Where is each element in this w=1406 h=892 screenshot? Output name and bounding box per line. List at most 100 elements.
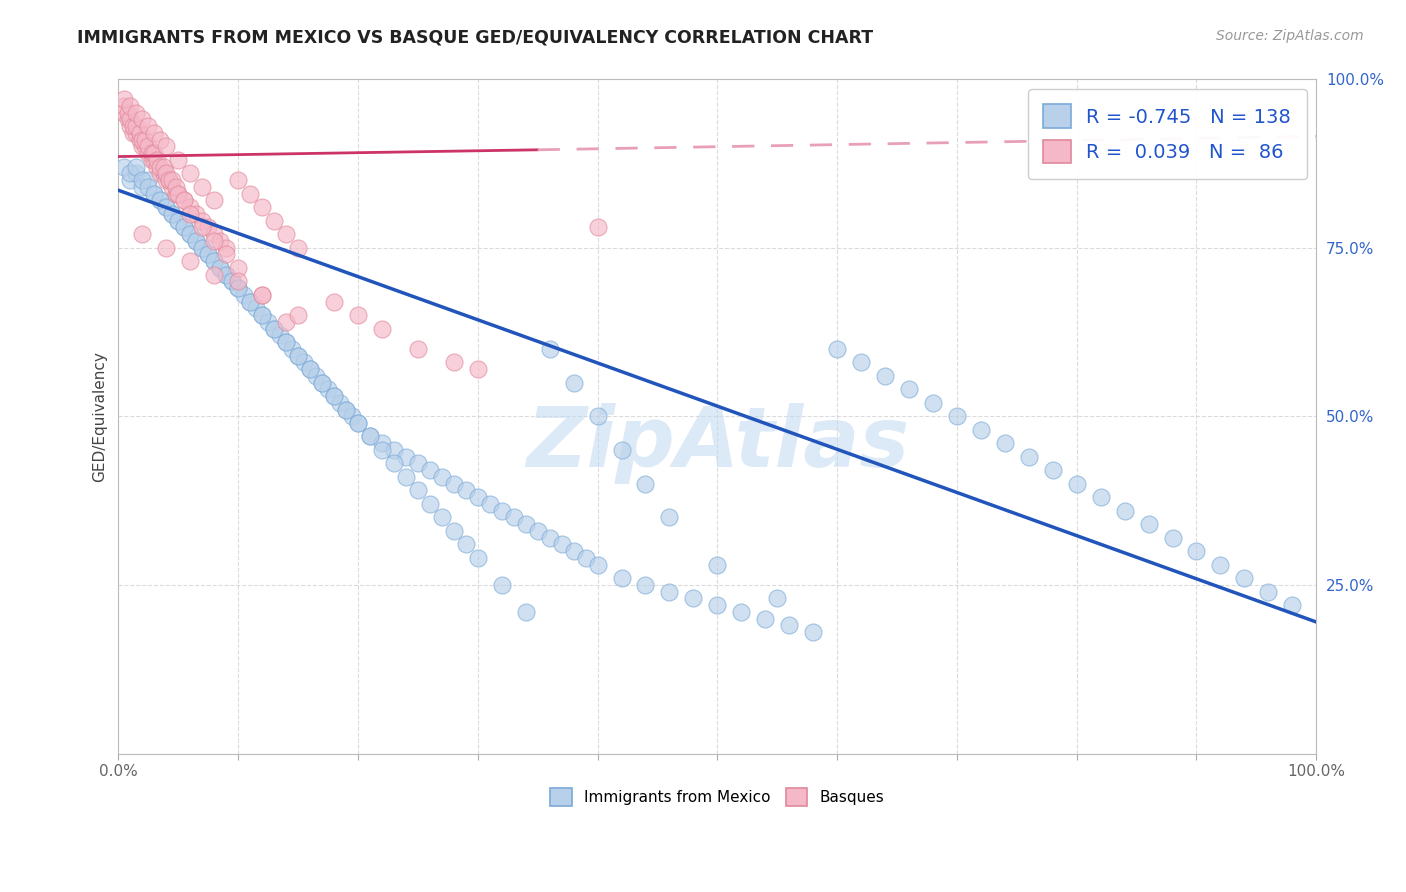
Point xyxy=(167,213,190,227)
Point xyxy=(149,194,172,208)
Point xyxy=(202,194,225,208)
Point xyxy=(134,139,156,153)
Point xyxy=(1018,450,1040,464)
Point xyxy=(197,247,219,261)
Point xyxy=(138,146,160,161)
Point xyxy=(141,153,163,167)
Point xyxy=(801,625,824,640)
Point xyxy=(215,241,238,255)
Point xyxy=(149,194,172,208)
Point xyxy=(125,105,148,120)
Point xyxy=(112,160,135,174)
Point xyxy=(311,376,333,390)
Point xyxy=(162,180,184,194)
Point xyxy=(197,220,219,235)
Point xyxy=(149,160,172,174)
Text: ZipAtlas: ZipAtlas xyxy=(526,402,908,483)
Point xyxy=(138,180,160,194)
Point xyxy=(347,416,370,430)
Point xyxy=(443,355,465,369)
Point xyxy=(1257,584,1279,599)
Point xyxy=(173,220,195,235)
Point xyxy=(316,382,339,396)
Point xyxy=(610,442,633,457)
Point xyxy=(239,294,262,309)
Point xyxy=(125,166,148,180)
Point xyxy=(299,362,322,376)
Point xyxy=(215,268,238,282)
Point xyxy=(162,207,184,221)
Point xyxy=(1066,476,1088,491)
Point xyxy=(191,213,214,227)
Point xyxy=(125,119,148,133)
Point xyxy=(1281,598,1303,612)
Point xyxy=(706,558,728,572)
Point xyxy=(165,186,187,201)
Point xyxy=(138,139,160,153)
Point xyxy=(359,429,381,443)
Point xyxy=(730,605,752,619)
Point xyxy=(141,146,163,161)
Point xyxy=(1185,544,1208,558)
Point xyxy=(155,200,177,214)
Point xyxy=(131,112,153,127)
Point xyxy=(430,510,453,524)
Point xyxy=(586,220,609,235)
Point xyxy=(167,153,190,167)
Point xyxy=(281,342,304,356)
Point xyxy=(574,550,596,565)
Point xyxy=(209,260,232,275)
Point xyxy=(825,342,848,356)
Point xyxy=(323,389,346,403)
Point xyxy=(191,241,214,255)
Point xyxy=(263,321,285,335)
Point xyxy=(167,186,190,201)
Point xyxy=(191,180,214,194)
Point xyxy=(269,328,291,343)
Point xyxy=(946,409,969,424)
Point xyxy=(766,591,789,606)
Text: IMMIGRANTS FROM MEXICO VS BASQUE GED/EQUIVALENCY CORRELATION CHART: IMMIGRANTS FROM MEXICO VS BASQUE GED/EQU… xyxy=(77,29,873,46)
Point xyxy=(149,133,172,147)
Point xyxy=(502,510,524,524)
Point xyxy=(443,476,465,491)
Point xyxy=(155,139,177,153)
Point xyxy=(287,241,309,255)
Point xyxy=(898,382,921,396)
Point xyxy=(276,227,298,241)
Point xyxy=(658,510,681,524)
Point xyxy=(347,416,370,430)
Point xyxy=(157,173,180,187)
Point xyxy=(1090,490,1112,504)
Point xyxy=(129,126,152,140)
Point xyxy=(329,396,352,410)
Point xyxy=(454,483,477,498)
Point xyxy=(454,537,477,551)
Point xyxy=(215,247,238,261)
Point xyxy=(994,436,1017,450)
Point xyxy=(467,490,489,504)
Point xyxy=(202,227,225,241)
Point xyxy=(443,524,465,538)
Point xyxy=(202,268,225,282)
Point xyxy=(167,186,190,201)
Point xyxy=(186,234,208,248)
Point xyxy=(226,274,249,288)
Point xyxy=(323,294,346,309)
Point xyxy=(754,612,776,626)
Point xyxy=(226,173,249,187)
Point xyxy=(173,194,195,208)
Point xyxy=(117,105,139,120)
Point xyxy=(706,598,728,612)
Point xyxy=(340,409,363,424)
Point xyxy=(120,166,142,180)
Point xyxy=(250,308,273,322)
Y-axis label: GED/Equivalency: GED/Equivalency xyxy=(93,351,107,482)
Point xyxy=(226,281,249,295)
Point xyxy=(682,591,704,606)
Point xyxy=(347,308,370,322)
Point xyxy=(202,234,225,248)
Point xyxy=(221,274,243,288)
Point xyxy=(467,362,489,376)
Point xyxy=(129,133,152,147)
